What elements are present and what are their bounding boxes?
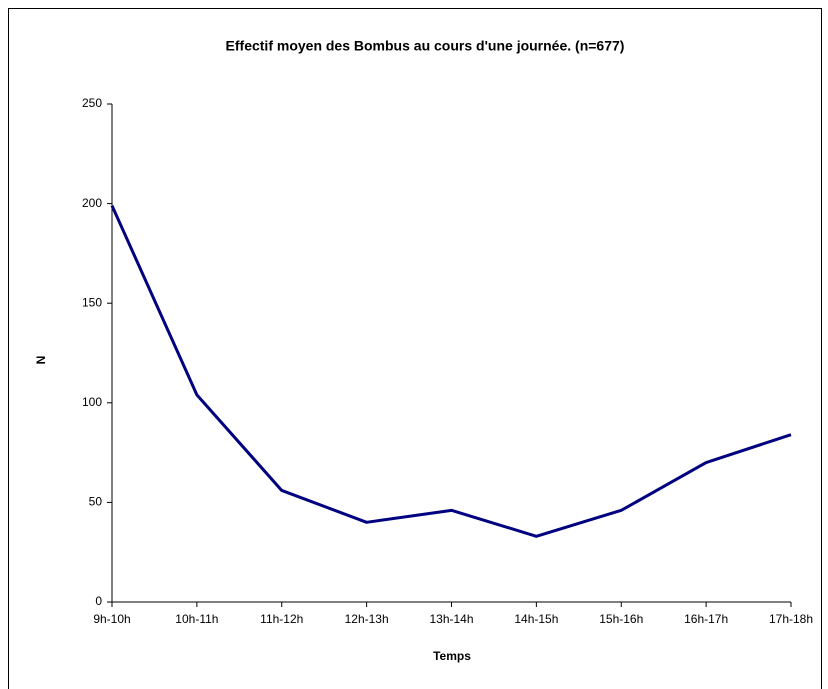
x-tick-label: 15h-16h — [599, 612, 643, 626]
y-axis-label: N — [34, 356, 48, 365]
x-tick-label: 17h-18h — [769, 612, 813, 626]
x-tick-label: 10h-11h — [175, 612, 218, 626]
y-tick-label: 0 — [95, 594, 102, 608]
x-tick-label: 9h-10h — [93, 612, 130, 626]
y-tick-label: 50 — [89, 495, 103, 509]
x-tick-label: 16h-17h — [684, 612, 728, 626]
chart-title: Effectif moyen des Bombus au cours d'une… — [226, 38, 625, 54]
chart-frame — [8, 8, 822, 689]
x-axis-label: Temps — [433, 649, 471, 663]
y-tick-label: 100 — [82, 395, 102, 409]
y-tick-label: 250 — [82, 96, 102, 110]
x-tick-label: 13h-14h — [429, 612, 473, 626]
x-tick-label: 11h-12h — [260, 612, 303, 626]
y-tick-label: 200 — [82, 196, 102, 210]
y-tick-label: 150 — [82, 295, 102, 309]
data-line — [110, 204, 792, 538]
x-tick-label: 14h-15h — [514, 612, 558, 626]
x-tick-label: 12h-13h — [345, 612, 389, 626]
